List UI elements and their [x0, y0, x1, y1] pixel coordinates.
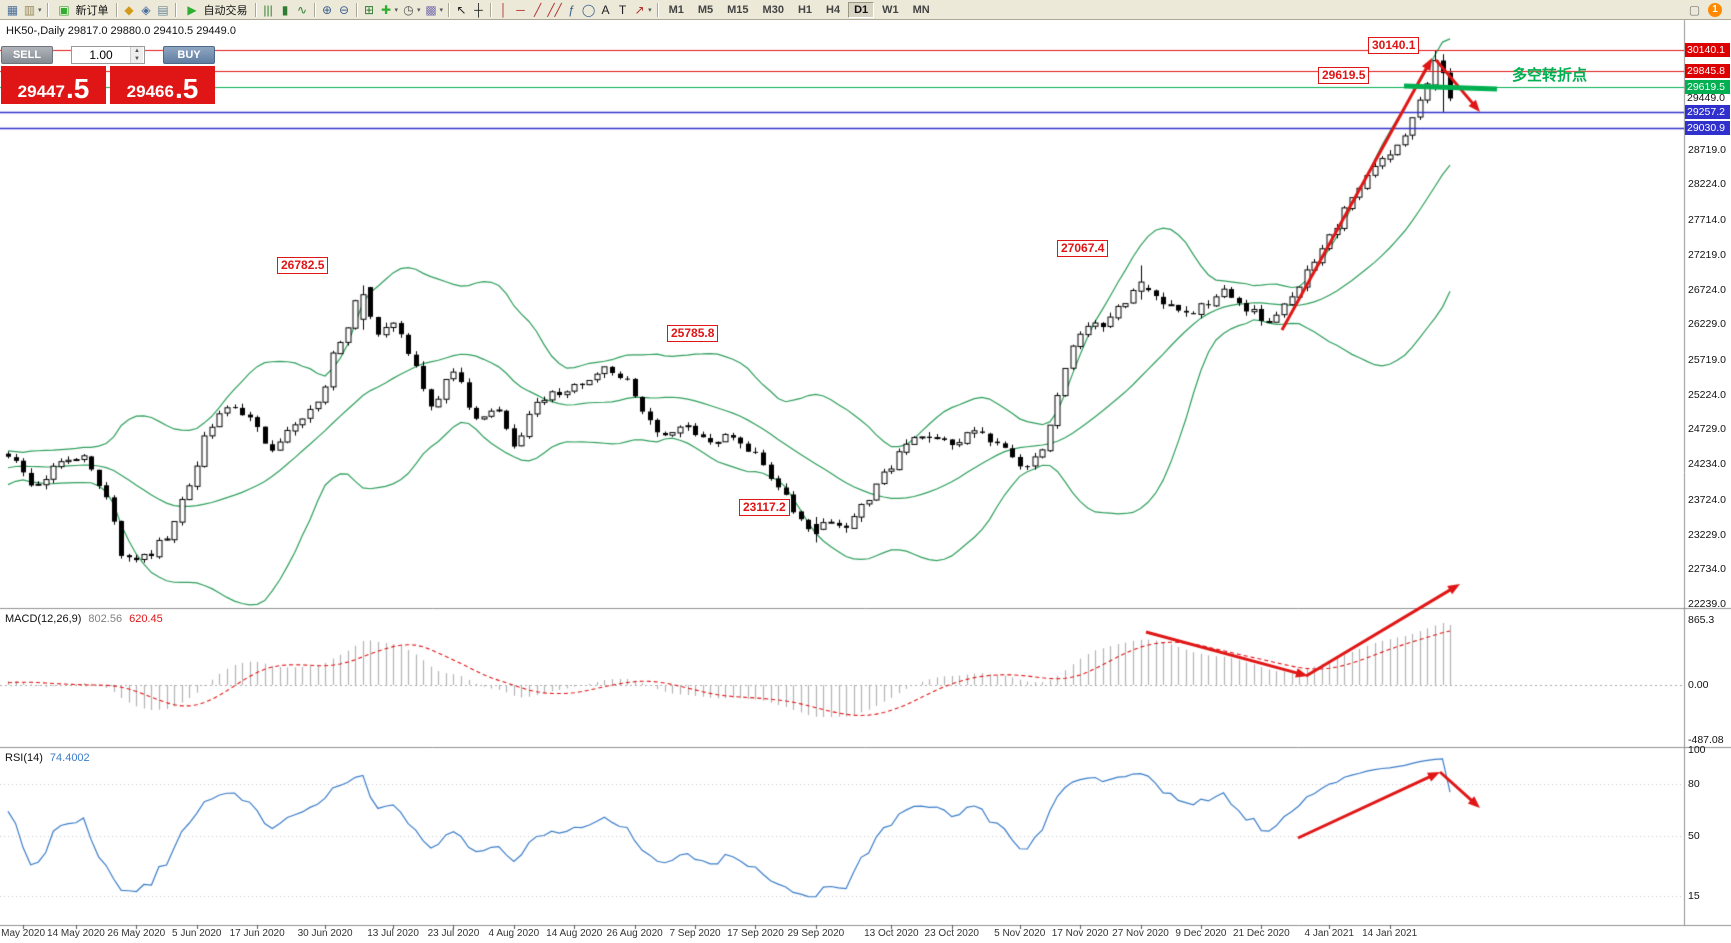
- dropdown-caret-icon[interactable]: ▾: [394, 6, 399, 14]
- rsi-value: 74.4002: [49, 752, 90, 764]
- shapes-icon[interactable]: ◯: [581, 2, 596, 17]
- periods-icon[interactable]: ◷: [403, 2, 414, 17]
- new-chart-icon[interactable]: ▦: [6, 2, 19, 17]
- text-label-icon[interactable]: T: [618, 2, 627, 17]
- fibonacci-icon[interactable]: ƒ: [568, 2, 575, 17]
- lot-size-input[interactable]: [72, 47, 130, 63]
- chart-profiles-icon[interactable]: ▥: [23, 2, 36, 17]
- macd-name: MACD(12,26,9): [5, 613, 82, 625]
- dropdown-caret-icon[interactable]: ▾: [417, 6, 421, 14]
- bar-chart-icon[interactable]: |||: [263, 2, 273, 17]
- zoom-out-icon[interactable]: ⊖: [338, 2, 350, 17]
- dropdown-caret-icon[interactable]: ▾: [38, 6, 42, 14]
- macd-indicator-label: MACD(12,26,9) 802.56 620.45: [5, 613, 163, 625]
- cursor-icon[interactable]: ↖: [456, 2, 467, 17]
- timeframe-h4-button[interactable]: H4: [826, 3, 841, 16]
- timeframe-mn-button[interactable]: MN: [912, 3, 930, 16]
- macd-value-main: 802.56: [88, 613, 123, 625]
- timeframe-m1-button[interactable]: M1: [668, 3, 684, 16]
- market-watch-icon[interactable]: ◆: [124, 2, 134, 17]
- tile-windows-icon[interactable]: ⊞: [363, 2, 375, 17]
- horizontal-line-icon[interactable]: ─: [516, 2, 525, 17]
- dropdown-caret-icon[interactable]: ▾: [439, 6, 444, 14]
- toolbar-separator: [313, 2, 316, 17]
- templates-icon[interactable]: ▩: [425, 2, 437, 17]
- toolbar-separator: [254, 2, 257, 17]
- auto-trading-icon: ▶: [187, 2, 197, 17]
- notification-badge[interactable]: 1: [1708, 2, 1722, 17]
- trendline-icon[interactable]: ╱: [533, 2, 542, 17]
- new-order-button[interactable]: ▣ 新订单: [52, 1, 113, 18]
- sell-button[interactable]: SELL: [1, 46, 53, 64]
- lot-spinner: ▲ ▼: [130, 47, 143, 63]
- timeframe-h1-button[interactable]: H1: [797, 3, 813, 16]
- buy-price-main: 29466: [126, 82, 174, 101]
- toolbar: ▦ ▥ ▾ ▣ 新订单 ◆ ◈ ▤ ▶ 自动交易 ||| ▮ ∿ ⊕ ⊖ ⊞ ✚ ▾ ◷ ▾ ▩ ▾ ↖ ┼ │ ─ ╱ ╱╱ ƒ ◯ A T…: [0, 0, 1731, 20]
- crosshair-icon[interactable]: ┼: [474, 2, 483, 17]
- symbol-ohlc-label: HK50-,Daily 29817.0 29880.0 29410.5 2944…: [6, 25, 236, 37]
- line-chart-icon[interactable]: ∿: [296, 2, 308, 17]
- new-order-icon: ▣: [58, 2, 70, 17]
- macd-value-signal: 620.45: [129, 613, 163, 625]
- toolbar-separator: [656, 2, 659, 17]
- timeframe-m30-button[interactable]: M30: [762, 3, 784, 16]
- lot-decrease-button[interactable]: ▼: [131, 55, 143, 63]
- rsi-name: RSI(14): [5, 752, 43, 764]
- buy-button[interactable]: BUY: [163, 46, 215, 64]
- buy-price-frac: .5: [174, 72, 199, 104]
- toolbar-separator: [355, 2, 358, 17]
- text-icon[interactable]: A: [601, 2, 610, 17]
- toolbar-separator: [46, 2, 49, 17]
- auto-trading-button[interactable]: ▶ 自动交易: [180, 1, 252, 18]
- dropdown-caret-icon[interactable]: ▾: [648, 6, 652, 14]
- timeframe-d1-button[interactable]: D1: [848, 1, 875, 18]
- navigator-icon[interactable]: ◈: [141, 2, 151, 17]
- chart-window-icon[interactable]: ▢: [1688, 2, 1701, 17]
- buy-price-display[interactable]: 29466.5: [110, 66, 215, 104]
- lot-increase-button[interactable]: ▲: [131, 47, 143, 55]
- sell-price-display[interactable]: 29447.5: [1, 66, 106, 104]
- candlestick-chart-icon[interactable]: ▮: [281, 2, 289, 17]
- turning-point-label: 多空转折点: [1512, 67, 1588, 84]
- toolbar-separator: [448, 2, 451, 17]
- timeframe-m5-button[interactable]: M5: [697, 3, 714, 16]
- vertical-line-icon[interactable]: │: [499, 2, 508, 17]
- terminal-icon[interactable]: ▤: [157, 2, 169, 17]
- sell-price-main: 29447: [17, 82, 65, 101]
- sell-price-frac: .5: [65, 72, 90, 104]
- new-order-button-label: 新订单: [75, 4, 109, 17]
- toolbar-separator: [174, 2, 177, 17]
- channel-icon[interactable]: ╱╱: [547, 2, 562, 17]
- timeframe-w1-button[interactable]: W1: [882, 3, 899, 16]
- zoom-in-icon[interactable]: ⊕: [321, 2, 333, 17]
- toolbar-separator: [490, 2, 493, 17]
- toolbar-separator: [115, 2, 118, 17]
- indicators-icon[interactable]: ✚: [380, 2, 392, 17]
- rsi-indicator-label: RSI(14) 74.4002: [5, 752, 90, 764]
- auto-trading-button-label: 自动交易: [203, 4, 248, 17]
- lot-size-input-group: ▲ ▼: [71, 46, 145, 64]
- one-click-trading-panel: SELL ▲ ▼ BUY 29447.5 29466.5: [1, 46, 215, 104]
- timeframe-m15-button[interactable]: M15: [727, 3, 749, 16]
- arrows-tool-icon[interactable]: ↗: [634, 2, 645, 17]
